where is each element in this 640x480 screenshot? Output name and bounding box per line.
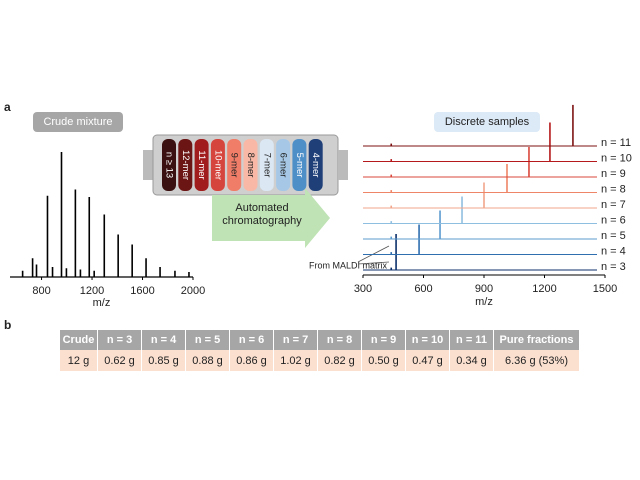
chart-title: Discrete samples bbox=[445, 116, 530, 128]
series-label: n = 7 bbox=[601, 199, 626, 211]
column-band bbox=[194, 139, 209, 191]
table-header-cell: n = 6 bbox=[229, 330, 274, 350]
column-band bbox=[210, 139, 225, 191]
column-cap bbox=[338, 150, 348, 180]
table-header-cell: n = 11 bbox=[449, 330, 494, 350]
band-label: 8-mer bbox=[245, 153, 256, 178]
column-band bbox=[292, 139, 307, 191]
band-label: 7-mer bbox=[261, 153, 272, 178]
panel-label: b bbox=[4, 318, 11, 332]
column-band bbox=[162, 139, 176, 191]
table-header-cell: n = 10 bbox=[405, 330, 450, 350]
table-cell: 0.47 g bbox=[405, 350, 450, 371]
column-band bbox=[178, 139, 193, 191]
band-label: 11-mer bbox=[196, 150, 207, 179]
series-label: n = 10 bbox=[601, 152, 632, 164]
table-header-cell: n = 7 bbox=[273, 330, 318, 350]
table-cell: 6.36 g (53%) bbox=[493, 350, 580, 371]
annotation-arrow bbox=[357, 261, 390, 265]
series-label: n = 8 bbox=[601, 183, 626, 195]
x-tick-label: 600 bbox=[414, 283, 432, 295]
series-label: n = 5 bbox=[601, 230, 626, 242]
series-label: n = 3 bbox=[601, 261, 626, 273]
table-cell: 0.88 g bbox=[185, 350, 230, 371]
table-cell: 0.82 g bbox=[317, 350, 362, 371]
x-tick-label: 900 bbox=[475, 283, 493, 295]
table-row: 12 g 0.62 g 0.85 g 0.88 g 0.86 g 1.02 g 0.82 g… bbox=[60, 350, 580, 371]
table-header-cell: n = 4 bbox=[141, 330, 186, 350]
x-tick-label: 300 bbox=[354, 283, 372, 295]
series-label: n = 11 bbox=[601, 137, 631, 149]
table-header-cell: n = 5 bbox=[185, 330, 230, 350]
table-header-cell: Pure fractions bbox=[493, 330, 580, 350]
x-tick-label: 2000 bbox=[181, 285, 205, 297]
table-header-cell: n = 3 bbox=[97, 330, 142, 350]
band-label: 10-mer bbox=[212, 150, 223, 180]
table-header-cell: n = 9 bbox=[361, 330, 406, 350]
x-tick-label: 800 bbox=[32, 285, 50, 297]
arrow-label: Automated chromatography bbox=[222, 202, 302, 227]
annotation: From MALDI matrix bbox=[309, 260, 388, 270]
table-cell: 0.85 g bbox=[141, 350, 186, 371]
band-label: 5-mer bbox=[294, 153, 305, 178]
x-tick-label: 1200 bbox=[80, 285, 104, 297]
table-cell: 0.50 g bbox=[361, 350, 406, 371]
x-tick-label: 1500 bbox=[593, 283, 617, 295]
band-label: 6-mer bbox=[278, 153, 289, 178]
band-label: 12-mer bbox=[180, 150, 191, 180]
table-cell: 0.34 g bbox=[449, 350, 494, 371]
table-header-cell: n = 8 bbox=[317, 330, 362, 350]
title-box bbox=[434, 112, 540, 132]
panel-label: a bbox=[4, 100, 11, 114]
x-axis-label: m/z bbox=[475, 296, 493, 308]
column-band bbox=[276, 139, 291, 191]
series-label: n = 6 bbox=[601, 214, 626, 226]
table-header-cell: Crude bbox=[60, 330, 98, 350]
arrow bbox=[212, 188, 330, 248]
x-axis-label: m/z bbox=[93, 297, 111, 309]
x-tick-label: 1600 bbox=[130, 285, 154, 297]
column-cap bbox=[143, 150, 153, 180]
series-label: n = 9 bbox=[601, 168, 626, 180]
table-cell: 12 g bbox=[60, 350, 98, 371]
chart-title: Crude mixture bbox=[43, 116, 112, 128]
column-band bbox=[227, 139, 242, 191]
band-label: 9-mer bbox=[229, 153, 240, 178]
column-band bbox=[243, 139, 258, 191]
column-band bbox=[259, 139, 274, 191]
x-tick-label: 1200 bbox=[532, 283, 556, 295]
column-band bbox=[308, 139, 323, 191]
band-label: n ≥ 13 bbox=[163, 152, 174, 178]
band-label: 4-mer bbox=[310, 153, 321, 178]
table-cell: 0.86 g bbox=[229, 350, 274, 371]
title-box bbox=[33, 112, 123, 132]
series-label: n = 4 bbox=[601, 245, 626, 257]
table-cell: 1.02 g bbox=[273, 350, 318, 371]
table-cell: 0.62 g bbox=[97, 350, 142, 371]
